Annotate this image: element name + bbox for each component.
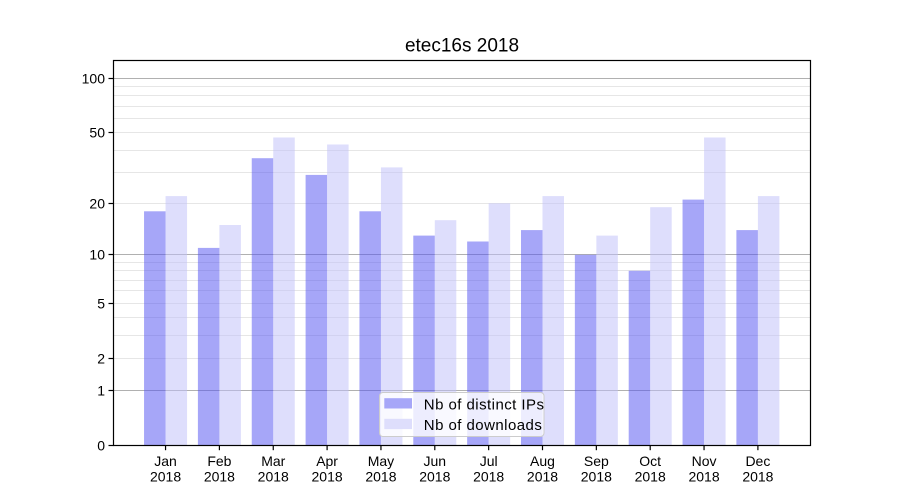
svg-text:Oct: Oct bbox=[639, 453, 661, 469]
svg-text:2018: 2018 bbox=[419, 469, 450, 485]
svg-text:2018: 2018 bbox=[365, 469, 396, 485]
svg-text:Jul: Jul bbox=[480, 453, 498, 469]
svg-text:5: 5 bbox=[97, 296, 105, 312]
svg-text:2018: 2018 bbox=[150, 469, 181, 485]
svg-text:1: 1 bbox=[97, 383, 105, 399]
svg-text:2018: 2018 bbox=[204, 469, 235, 485]
svg-text:0: 0 bbox=[97, 438, 105, 454]
svg-text:etec16s 2018: etec16s 2018 bbox=[405, 36, 519, 57]
svg-text:2018: 2018 bbox=[312, 469, 343, 485]
svg-text:2018: 2018 bbox=[473, 469, 504, 485]
svg-text:2018: 2018 bbox=[635, 469, 666, 485]
svg-text:Sep: Sep bbox=[584, 453, 609, 469]
svg-text:2018: 2018 bbox=[742, 469, 773, 485]
svg-text:2018: 2018 bbox=[258, 469, 289, 485]
svg-text:100: 100 bbox=[82, 71, 106, 87]
svg-text:Apr: Apr bbox=[316, 453, 338, 469]
svg-text:2018: 2018 bbox=[581, 469, 612, 485]
svg-text:Dec: Dec bbox=[745, 453, 770, 469]
svg-text:20: 20 bbox=[89, 196, 105, 212]
svg-text:2018: 2018 bbox=[527, 469, 558, 485]
svg-text:Nov: Nov bbox=[692, 453, 717, 469]
svg-text:Nb of downloads: Nb of downloads bbox=[424, 417, 543, 434]
svg-text:Mar: Mar bbox=[261, 453, 285, 469]
svg-text:2: 2 bbox=[97, 351, 105, 367]
svg-text:2018: 2018 bbox=[688, 469, 719, 485]
svg-text:Feb: Feb bbox=[207, 453, 231, 469]
svg-text:Aug: Aug bbox=[530, 453, 555, 469]
svg-text:50: 50 bbox=[89, 125, 105, 141]
svg-text:Jun: Jun bbox=[424, 453, 447, 469]
svg-text:May: May bbox=[368, 453, 394, 469]
svg-text:Jan: Jan bbox=[154, 453, 177, 469]
svg-text:Nb of distinct IPs: Nb of distinct IPs bbox=[424, 396, 545, 413]
svg-text:10: 10 bbox=[89, 247, 105, 263]
